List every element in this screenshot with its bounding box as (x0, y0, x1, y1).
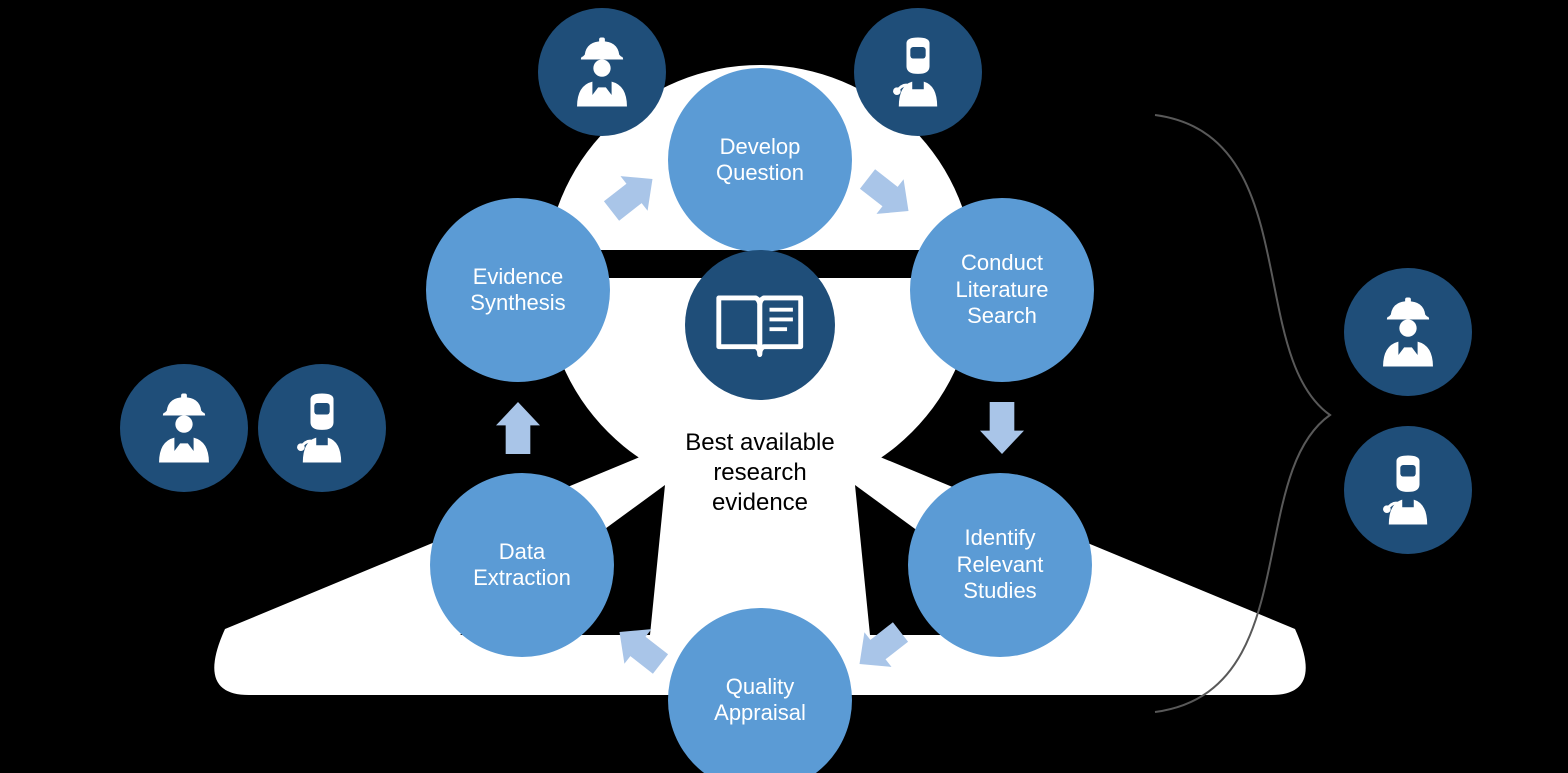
badge-top-left (538, 8, 666, 136)
welder-icon (274, 380, 370, 476)
cycle-node-quality-appraisal: QualityAppraisal (668, 608, 852, 773)
cycle-node-label: EvidenceSynthesis (464, 258, 571, 323)
badge-left-welder (258, 364, 386, 492)
funnel-line2: research (713, 459, 806, 486)
funnel-line3: evidence (712, 489, 808, 516)
cycle-node-identify-relevant-studies: IdentifyRelevantStudies (908, 473, 1092, 657)
welder-icon (1360, 442, 1456, 538)
diagram-canvas: { "colors": { "background": "#000000", "… (0, 0, 1568, 773)
cycle-node-data-extraction: DataExtraction (430, 473, 614, 657)
cycle-node-develop-question: DevelopQuestion (668, 68, 852, 252)
funnel-line1: Best available (685, 429, 834, 456)
cycle-node-conduct-literature-search: ConductLiteratureSearch (910, 198, 1094, 382)
cycle-node-label: DevelopQuestion (710, 128, 810, 193)
cycle-node-label: IdentifyRelevantStudies (951, 519, 1050, 610)
hardhat-worker-icon (1360, 284, 1456, 380)
cycle-node-label: DataExtraction (467, 533, 577, 598)
cycle-node-label: QualityAppraisal (708, 668, 812, 733)
badge-right-welder (1344, 426, 1472, 554)
badge-left-hardhat (120, 364, 248, 492)
badge-right-hardhat (1344, 268, 1472, 396)
welder-icon (870, 24, 966, 120)
cycle-node-label: ConductLiteratureSearch (950, 244, 1055, 335)
book-icon (711, 284, 809, 367)
center-book-icon (685, 250, 835, 400)
badge-top-right (854, 8, 982, 136)
hardhat-worker-icon (554, 24, 650, 120)
cycle-node-evidence-synthesis: EvidenceSynthesis (426, 198, 610, 382)
funnel-label: Best available research evidence (650, 428, 870, 518)
hardhat-worker-icon (136, 380, 232, 476)
